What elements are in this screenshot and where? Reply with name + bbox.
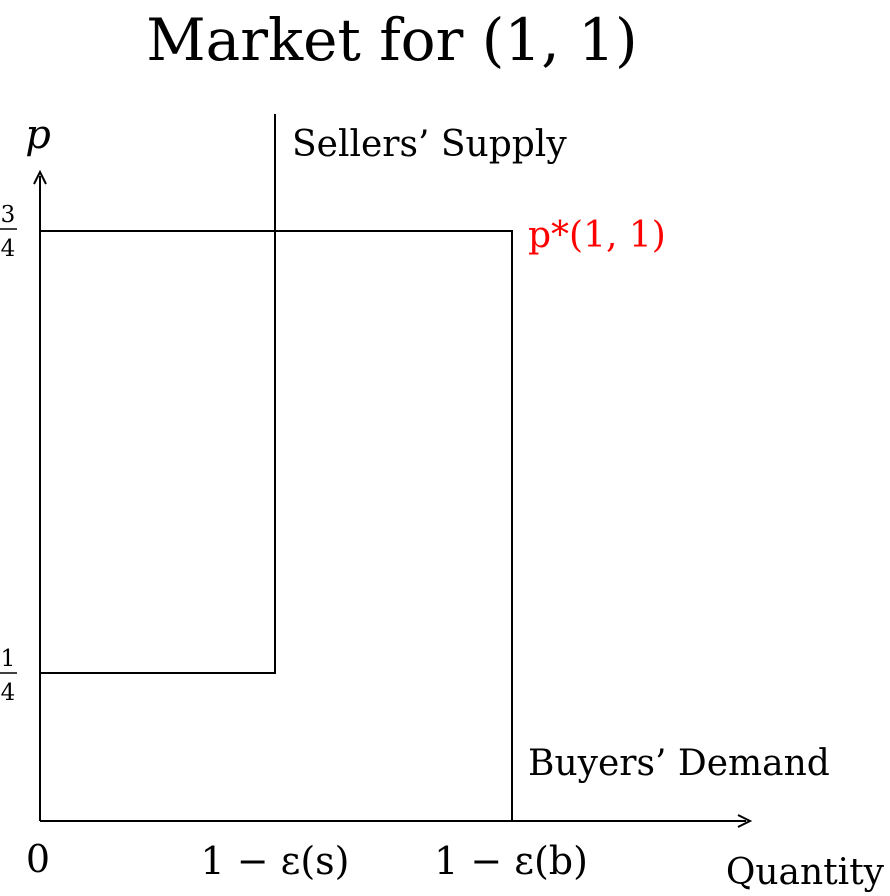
demand-label: Buyers’ Demand — [528, 743, 830, 784]
y-axis-arrowhead — [33, 169, 47, 185]
axes — [33, 169, 753, 828]
diagram-title: Market for (1, 1) — [146, 6, 637, 74]
x-axis-label: Quantity — [726, 852, 885, 893]
y-tick-one-quarter-numerator: 1 — [1, 646, 16, 672]
supply-label: Sellers’ Supply — [292, 124, 567, 165]
y-tick-three-quarters-numerator: 3 — [1, 202, 16, 228]
equilibrium-price-label: p*(1, 1) — [528, 215, 666, 256]
x-tick-epsilon-b: 1 − ε(b) — [434, 839, 588, 883]
x-tick-epsilon-s: 1 − ε(s) — [200, 839, 349, 883]
y-tick-one-quarter: 1 4 — [0, 646, 17, 706]
supply-curve — [40, 114, 276, 674]
y-tick-one-quarter-denominator: 4 — [1, 680, 16, 706]
x-axis-arrowhead — [737, 814, 753, 828]
origin-label: 0 — [26, 837, 50, 881]
y-tick-three-quarters-denominator: 4 — [1, 236, 16, 262]
y-tick-three-quarters: 3 4 — [0, 202, 17, 262]
demand-curve — [40, 230, 513, 821]
y-axis-label: p — [25, 112, 51, 158]
